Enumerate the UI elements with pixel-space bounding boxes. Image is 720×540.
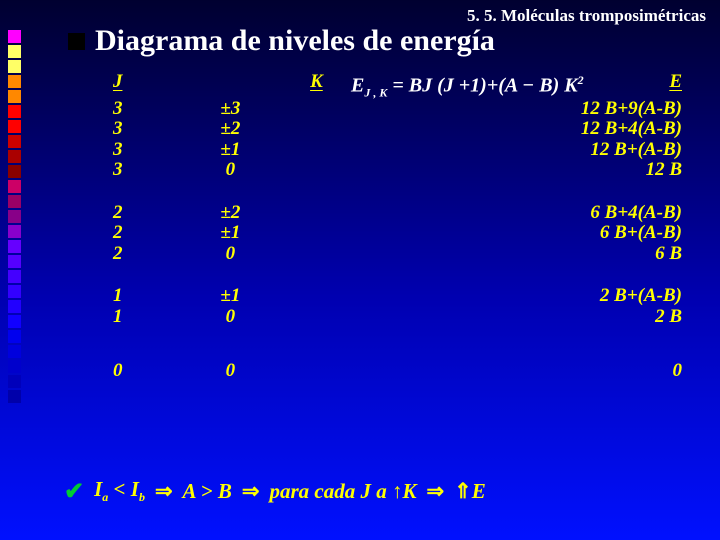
table-row: 3±212 B+4(A-B)	[96, 119, 686, 140]
cell-E: 12 B+9(A-B)	[493, 99, 686, 120]
table-row: 3±312 B+9(A-B)	[96, 99, 686, 120]
decor-square	[8, 150, 21, 163]
decor-square	[8, 300, 21, 313]
arrow-icon: ⇒	[427, 479, 445, 504]
cell-K: ±2	[139, 119, 493, 140]
header-J: J	[96, 72, 139, 93]
cell-E: 12 B+4(A-B)	[493, 119, 686, 140]
cell-E: 2 B	[493, 307, 686, 328]
cell-K: ±1	[139, 286, 493, 307]
title-bullet-square	[68, 33, 85, 50]
decor-square	[8, 255, 21, 268]
decor-square	[8, 75, 21, 88]
arrow-icon: ⇒	[242, 479, 260, 504]
section-label: 5. 5. Moléculas tromposimétricas	[467, 6, 706, 26]
decor-square	[8, 120, 21, 133]
cell-E: 6 B	[493, 244, 686, 265]
decor-square	[8, 240, 21, 253]
cell-J: 2	[96, 203, 139, 224]
decor-square	[8, 390, 21, 403]
cell-E: 12 B	[493, 160, 686, 181]
cell-K: ±3	[139, 99, 493, 120]
decor-square	[8, 330, 21, 343]
arrow-icon: ⇒	[155, 479, 173, 504]
energy-increase: ⇑E	[454, 479, 486, 504]
cell-J: 2	[96, 244, 139, 265]
table-row: 3012 B	[96, 160, 686, 181]
cell-K: ±1	[139, 140, 493, 161]
energy-formula: EJ , K = BJ (J +1)+(A − B) K2	[351, 73, 584, 101]
table-row: 000	[96, 361, 686, 382]
cell-J: 3	[96, 119, 139, 140]
decor-square	[8, 270, 21, 283]
table-row: 3±112 B+(A-B)	[96, 140, 686, 161]
decor-square	[8, 285, 21, 298]
table-row: 2±26 B+4(A-B)	[96, 203, 686, 224]
table-row: 1±12 B+(A-B)	[96, 286, 686, 307]
table-row: 206 B	[96, 244, 686, 265]
cell-J: 2	[96, 223, 139, 244]
energy-levels-table: J K E 3±312 B+9(A-B)3±212 B+4(A-B)3±112 …	[96, 72, 686, 382]
table-row: 102 B	[96, 307, 686, 328]
decor-square	[8, 105, 21, 118]
decor-square	[8, 315, 21, 328]
decor-square	[8, 210, 21, 223]
page-title: Diagrama de niveles de energía	[95, 24, 495, 58]
cell-E: 6 B+4(A-B)	[493, 203, 686, 224]
ab-relation: A > B	[183, 479, 232, 504]
footer-conclusion: ✔ Ia < Ib ⇒ A > B ⇒ para cada J a ↑K ⇒ ⇑…	[64, 477, 704, 506]
title-row: Diagrama de niveles de energía	[68, 24, 495, 58]
decor-square	[8, 90, 21, 103]
decor-square	[8, 165, 21, 178]
cell-E: 0	[493, 361, 686, 382]
cell-K: 0	[139, 160, 493, 181]
decor-square	[8, 375, 21, 388]
for-each-j: para cada J a ↑K	[269, 479, 416, 504]
up-arrow-icon: ↑	[392, 479, 403, 503]
cell-J: 3	[96, 160, 139, 181]
cell-J: 1	[96, 307, 139, 328]
decor-square	[8, 30, 21, 43]
cell-J: 0	[96, 361, 139, 382]
decor-square	[8, 345, 21, 358]
slide: 5. 5. Moléculas tromposimétricas Diagram…	[0, 0, 720, 540]
inertia-relation: Ia < Ib	[94, 477, 145, 505]
table-row: 2±16 B+(A-B)	[96, 223, 686, 244]
decorative-square-column	[8, 30, 21, 405]
cell-K: 0	[139, 307, 493, 328]
cell-E: 12 B+(A-B)	[493, 140, 686, 161]
decor-square	[8, 45, 21, 58]
cell-K: ±2	[139, 203, 493, 224]
decor-square	[8, 195, 21, 208]
cell-K: ±1	[139, 223, 493, 244]
decor-square	[8, 360, 21, 373]
decor-square	[8, 225, 21, 238]
cell-E: 6 B+(A-B)	[493, 223, 686, 244]
cell-K: 0	[139, 361, 493, 382]
cell-E: 2 B+(A-B)	[493, 286, 686, 307]
decor-square	[8, 135, 21, 148]
decor-square	[8, 180, 21, 193]
double-up-arrow-icon: ⇑	[454, 479, 472, 503]
cell-J: 3	[96, 99, 139, 120]
decor-square	[8, 60, 21, 73]
cell-J: 3	[96, 140, 139, 161]
check-icon: ✔	[64, 477, 84, 506]
cell-K: 0	[139, 244, 493, 265]
cell-J: 1	[96, 286, 139, 307]
